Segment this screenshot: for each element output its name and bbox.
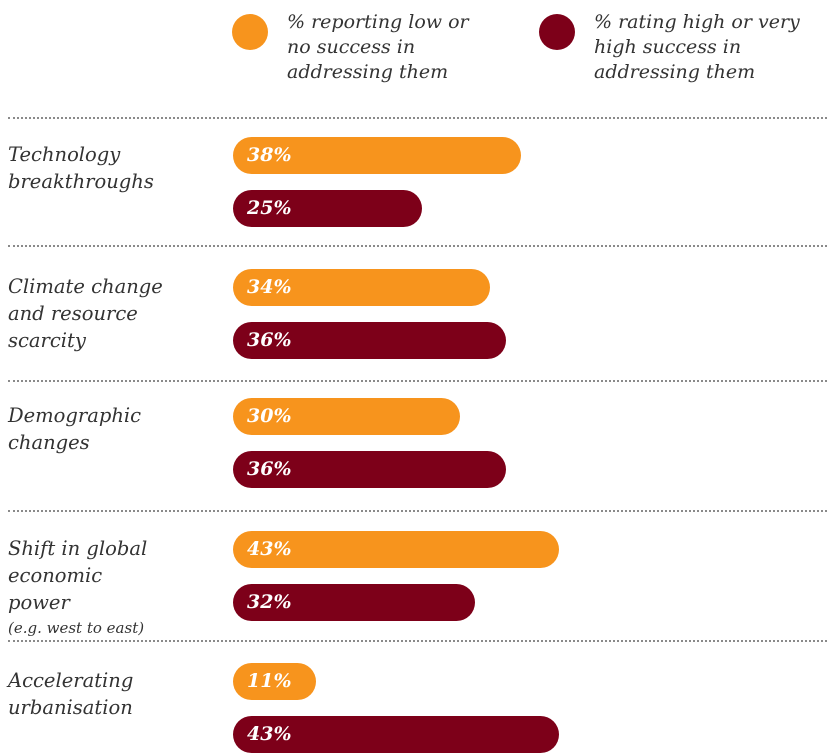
value-label: 43%	[247, 538, 292, 560]
legend-label: % rating high or very high success in ad…	[594, 11, 800, 83]
bar: 43%	[233, 716, 559, 753]
bar: 11%	[233, 663, 317, 700]
legend-swatch	[232, 14, 268, 50]
legend-swatch	[539, 14, 575, 50]
category-label: Technology breakthroughs	[8, 143, 154, 193]
bar: 30%	[233, 398, 461, 435]
bar: 25%	[233, 190, 423, 227]
legend-label: % reporting low or no success in address…	[287, 11, 469, 83]
value-label: 32%	[247, 591, 292, 613]
divider	[8, 380, 827, 382]
category-label: Climate change and resource scarcity	[8, 275, 163, 352]
category-note: (e.g. west to east)	[8, 619, 145, 637]
divider	[8, 117, 827, 119]
bar: 36%	[233, 322, 506, 359]
value-label: 34%	[247, 276, 292, 298]
value-label: 30%	[247, 405, 292, 427]
bar: 43%	[233, 531, 559, 568]
value-label: 25%	[247, 197, 292, 219]
category-label: Shift in global economic power (e.g. west…	[8, 535, 163, 640]
divider	[8, 510, 827, 512]
value-label: 38%	[247, 144, 292, 166]
divider	[8, 640, 827, 642]
value-label: 11%	[247, 670, 292, 692]
value-label: 36%	[247, 329, 292, 351]
category-label: Demographic changes	[8, 404, 142, 454]
value-label: 36%	[247, 458, 292, 480]
bar: 36%	[233, 451, 506, 488]
bar: 34%	[233, 269, 491, 306]
bar: 32%	[233, 584, 476, 621]
category-label: Accelerating urbanisation	[8, 669, 134, 719]
value-label: 43%	[247, 723, 292, 745]
bar: 38%	[233, 137, 521, 174]
divider	[8, 245, 827, 247]
